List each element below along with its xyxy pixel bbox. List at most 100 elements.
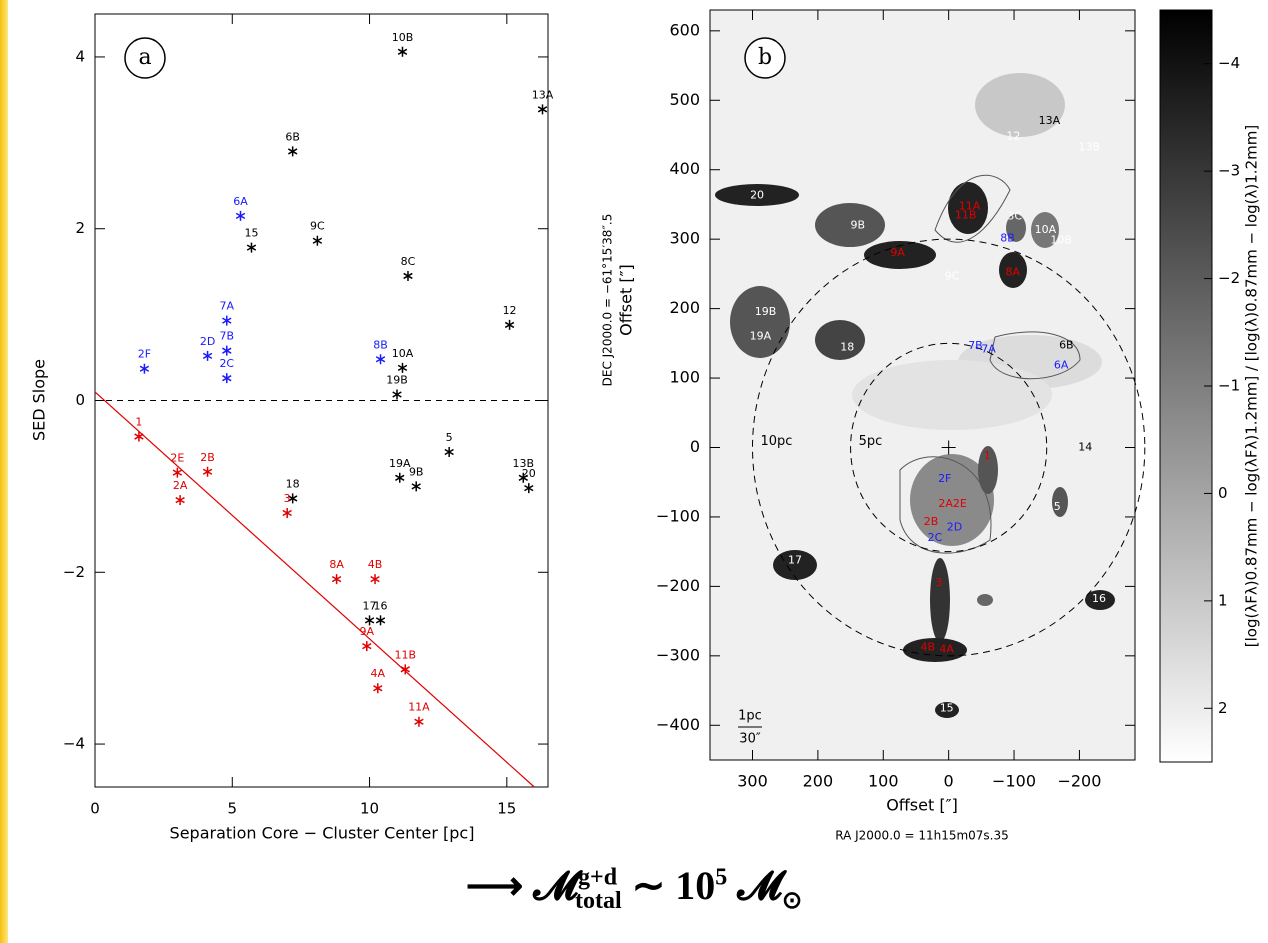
source-label: 2B bbox=[924, 515, 939, 528]
data-point bbox=[371, 574, 380, 584]
data-point bbox=[395, 473, 404, 483]
data-point bbox=[376, 354, 385, 364]
source-label: 3C bbox=[1007, 209, 1022, 222]
data-point bbox=[313, 236, 322, 246]
point-label: 4B bbox=[368, 558, 383, 571]
source-label: 7A bbox=[981, 343, 996, 356]
source: 4B bbox=[920, 641, 935, 654]
page: 5pc10pc209B11A11B3C8B10A10B9A9C8A1213A13… bbox=[0, 0, 1268, 943]
point-label: 7B bbox=[220, 330, 235, 343]
formula-part: 𝓜 bbox=[737, 863, 782, 908]
source-label: 6B bbox=[1059, 338, 1074, 351]
source: 9A bbox=[890, 246, 905, 259]
point-label: 9B bbox=[409, 465, 424, 478]
source: 6B bbox=[1059, 338, 1074, 351]
point-label: 18 bbox=[286, 477, 300, 490]
y-tick-label: 0 bbox=[75, 391, 85, 409]
source-label: 2C bbox=[928, 531, 943, 544]
source-label: 13A bbox=[1039, 114, 1061, 127]
colorbar-tick-label: −2 bbox=[1218, 269, 1240, 287]
point-label: 7A bbox=[220, 300, 235, 313]
x-tick-label: 15 bbox=[497, 800, 516, 818]
data-point bbox=[398, 47, 407, 57]
point-label: 1 bbox=[135, 416, 142, 429]
source: 8A bbox=[1005, 266, 1020, 279]
source: 2C bbox=[928, 531, 943, 544]
point-label: 8C bbox=[401, 255, 416, 268]
y-tick-label: −4 bbox=[63, 735, 85, 753]
source-label: 13B bbox=[1078, 141, 1100, 154]
source-label: 2F bbox=[938, 472, 951, 485]
source-label: 16 bbox=[1092, 592, 1106, 605]
y-axis-label: Offset [″] bbox=[617, 264, 636, 336]
colorbar-tick-label: 1 bbox=[1218, 591, 1228, 609]
figure: 5pc10pc209B11A11B3C8B10A10B9A9C8A1213A13… bbox=[0, 0, 1268, 943]
point-label: 8B bbox=[373, 338, 388, 351]
point-label: 19A bbox=[389, 457, 411, 470]
source-label: 17 bbox=[788, 554, 802, 567]
x-axis-label: Separation Core − Cluster Center [pc] bbox=[170, 824, 475, 843]
source-label: 19B bbox=[755, 305, 777, 318]
source: 19B bbox=[755, 305, 777, 318]
colorbar-tick-label: 2 bbox=[1218, 699, 1228, 717]
point-label: 2D bbox=[200, 335, 215, 348]
y-tick-label: 300 bbox=[669, 229, 700, 248]
source: 14 bbox=[1078, 441, 1092, 454]
source-label: 4B bbox=[920, 641, 935, 654]
source-label: 3 bbox=[935, 576, 942, 589]
source: 7A bbox=[981, 343, 996, 356]
scale-bar-label: 30″ bbox=[739, 732, 761, 747]
point-label: 10A bbox=[392, 347, 414, 360]
y-tick-label: −200 bbox=[656, 576, 700, 595]
formula-part: 10 bbox=[675, 863, 715, 908]
colorbar-tick-label: −1 bbox=[1218, 377, 1240, 395]
colorbar-tick-label: 0 bbox=[1218, 484, 1228, 502]
scale-bar-label: 1pc bbox=[738, 709, 762, 724]
point-label: 5 bbox=[446, 431, 453, 444]
side-bar bbox=[0, 0, 8, 943]
source: 1 bbox=[984, 449, 991, 462]
source: 15 bbox=[940, 702, 954, 715]
source: 2F bbox=[938, 472, 951, 485]
source: 2A2E bbox=[938, 497, 967, 510]
source-label: 9C bbox=[945, 270, 960, 283]
source-label: 6A bbox=[1054, 359, 1069, 372]
source: 17 bbox=[788, 554, 802, 567]
panel-label: a bbox=[138, 45, 151, 70]
data-point bbox=[135, 432, 144, 442]
point-label: 13A bbox=[532, 88, 554, 101]
x-axis-label: Offset [″] bbox=[886, 796, 958, 815]
formula-part: total bbox=[575, 888, 622, 914]
point-label: 12 bbox=[503, 304, 517, 317]
data-point bbox=[222, 373, 231, 383]
source-label: 2D bbox=[947, 520, 962, 533]
source: 9B bbox=[850, 218, 865, 231]
source: 10B bbox=[1050, 234, 1072, 247]
source: 8B bbox=[1000, 231, 1015, 244]
point-label: 2F bbox=[138, 348, 151, 361]
point-label: 10B bbox=[392, 31, 414, 44]
point-label: 2B bbox=[200, 451, 215, 464]
circle-label: 10pc bbox=[761, 434, 793, 449]
point-label: 2A bbox=[173, 479, 188, 492]
point-label: 8A bbox=[329, 558, 344, 571]
y-tick-label: −300 bbox=[656, 645, 700, 664]
y-tick-label: 2 bbox=[75, 219, 85, 237]
data-point bbox=[404, 271, 413, 281]
source-label: 20 bbox=[750, 188, 764, 201]
data-point bbox=[203, 351, 212, 361]
data-point bbox=[365, 615, 374, 625]
point-label: 20 bbox=[522, 467, 536, 480]
x-tick-label: 5 bbox=[227, 800, 237, 818]
source: 5 bbox=[1054, 500, 1061, 513]
x-tick-label: 100 bbox=[868, 772, 899, 791]
source-label: 18 bbox=[840, 341, 854, 354]
data-point bbox=[393, 389, 402, 399]
point-label: 11B bbox=[394, 648, 416, 661]
ra-label: RA J2000.0 = 11h15m07s.35 bbox=[835, 829, 1009, 843]
source: 19A bbox=[750, 329, 772, 342]
source: 6A bbox=[1054, 359, 1069, 372]
source-label: 14 bbox=[1078, 441, 1092, 454]
source-label: 8A bbox=[1005, 266, 1020, 279]
